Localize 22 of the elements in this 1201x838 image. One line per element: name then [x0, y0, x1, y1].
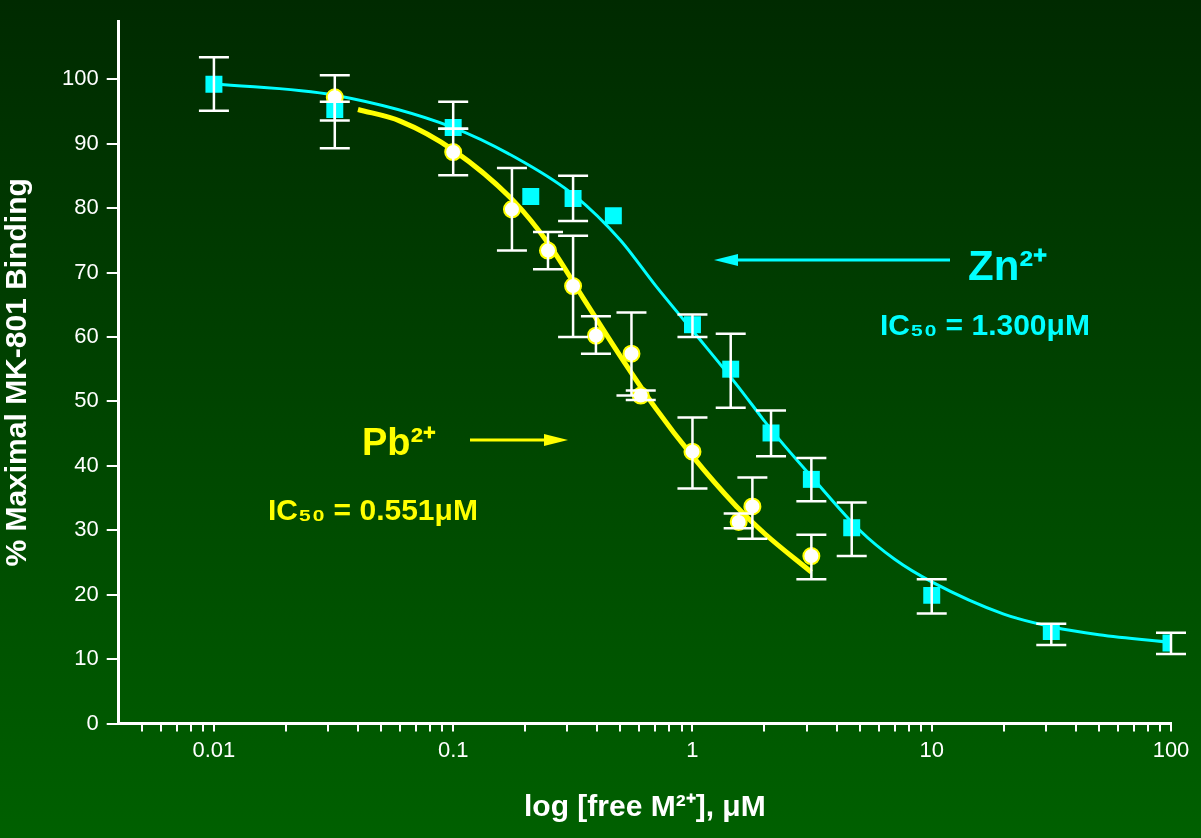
legend-label: Pb²⁺ — [362, 421, 437, 463]
text: Zn²⁺ — [968, 242, 1048, 289]
x-tick-label: 1 — [686, 736, 699, 762]
x-tick-label: 0.1 — [437, 736, 469, 762]
y-tick-label: 40 — [74, 451, 99, 477]
y-tick-label: 20 — [74, 580, 99, 606]
y-tick-label: 30 — [74, 516, 99, 542]
x-tick-label: 0.01 — [192, 736, 236, 762]
y-tick-label: 0 — [86, 709, 99, 735]
x-tick-label: 10 — [919, 736, 944, 762]
y-axis-title: % Maximal MK-801 Binding — [0, 178, 33, 567]
y-tick-label: 10 — [74, 645, 99, 671]
y-tick-label: 100 — [61, 65, 99, 91]
y-tick-label: 70 — [74, 258, 99, 284]
annotation: IC₅₀ = 1.300μM — [880, 308, 1090, 341]
y-tick-label: 50 — [74, 387, 99, 413]
x-tick-label: 100 — [1152, 736, 1190, 762]
y-tick-label: 90 — [74, 129, 99, 155]
y-tick-label: 80 — [74, 194, 99, 220]
annotation: IC₅₀ = 0.551μM — [268, 493, 478, 526]
x-axis-title: log [free M²⁺], μM — [524, 789, 766, 823]
y-tick-label: 60 — [74, 323, 99, 349]
